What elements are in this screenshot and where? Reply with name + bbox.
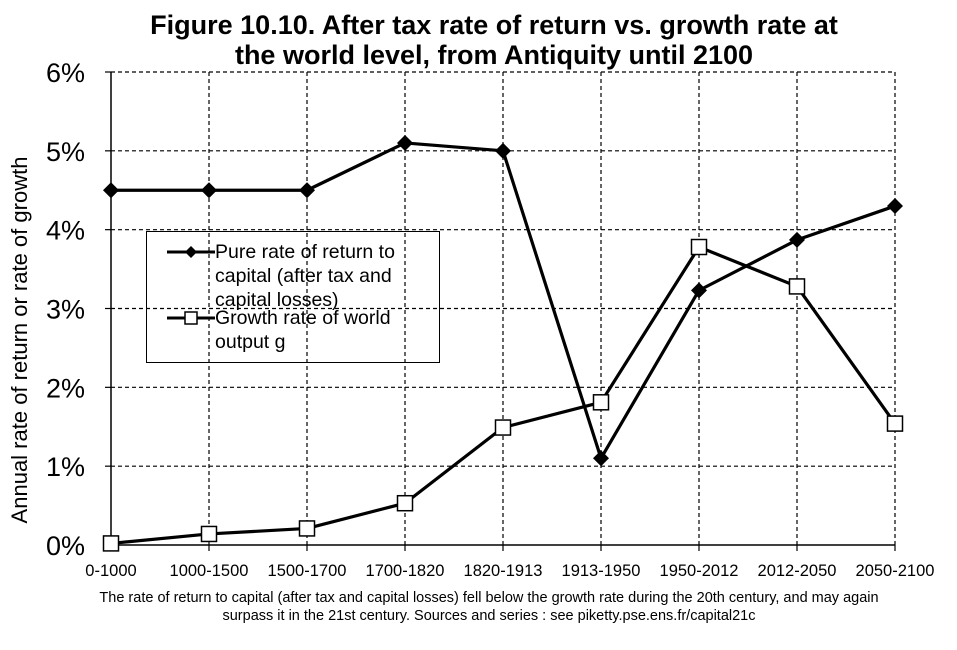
series-1-point-2 [299, 182, 315, 199]
legend-label-return-line-3: capital losses) [215, 289, 339, 311]
series-1-point-7 [789, 231, 805, 248]
y-tick-label-4: 4% [46, 216, 85, 246]
series-1-point-5 [593, 450, 609, 467]
figure-caption: The rate of return to capital (after tax… [99, 590, 879, 624]
series-1-point-4 [495, 142, 511, 159]
legend-label-return-line-2: capital (after tax and [215, 265, 392, 287]
x-tick-labels: 0-1000 1000-1500 1500-1700 1700-1820 1820-19… [85, 562, 934, 580]
x-tick-label-8: 2050-2100 [856, 562, 935, 580]
y-tick-label-1: 1% [46, 452, 85, 482]
y-tick-labels: 0% 1% 2% 3% 4% 5% 6% [46, 58, 85, 561]
data-series [102, 134, 904, 552]
series-1-point-6 [691, 282, 707, 299]
series-1-point-1 [201, 182, 217, 199]
chart-title-line-2: the world level, from Antiquity until 21… [234, 40, 754, 70]
x-tick-label-7: 2012-2050 [758, 562, 837, 580]
legend-label-return: Pure rate of return to capital (after ta… [215, 240, 425, 312]
legend-label-return-line-1: Pure rate of return to [215, 241, 395, 263]
grid-lines [111, 71, 896, 545]
legend-label-growth-line-2: output g [215, 331, 286, 353]
series-2-point-5 [592, 394, 610, 411]
series-2-point-7 [788, 278, 806, 295]
series-2 [102, 238, 904, 552]
y-tick-label-0: 0% [46, 531, 85, 561]
chart-title: Figure 10.10. After tax rate of return v… [60, 10, 928, 70]
series-2-point-8 [886, 415, 904, 432]
x-tick-label-1: 1000-1500 [170, 562, 249, 580]
legend-swatch-return [167, 246, 215, 258]
series-2-point-1 [200, 525, 218, 543]
series-2-point-2 [298, 520, 316, 537]
series-2-point-0 [102, 535, 120, 552]
series-1-point-3 [397, 134, 413, 151]
series-1-point-8 [887, 198, 903, 215]
legend-entry-growth: Growth rate of world output g [147, 306, 439, 378]
legend: Pure rate of return to capital (after ta… [146, 231, 440, 363]
y-tick-label-3: 3% [46, 295, 85, 325]
x-tick-label-6: 1950-2012 [660, 562, 739, 580]
y-tick-label-6: 6% [46, 58, 85, 88]
y-tick-label-2: 2% [46, 373, 85, 403]
x-tick-label-5: 1913-1950 [562, 562, 641, 580]
legend-label-growth: Growth rate of world output g [215, 306, 425, 354]
series-2-point-4 [494, 419, 512, 436]
y-tick-label-5: 5% [46, 137, 85, 167]
legend-swatch-growth [167, 311, 215, 325]
x-tick-label-3: 1700-1820 [366, 562, 445, 580]
series-1 [103, 134, 903, 467]
legend-entry-return: Pure rate of return to capital (after ta… [147, 240, 439, 312]
series-2-point-3 [396, 494, 414, 512]
x-tick-label-2: 1500-1700 [268, 562, 347, 580]
x-tick-label-4: 1820-1913 [464, 562, 543, 580]
series-1-point-0 [103, 182, 119, 199]
series-2-point-6 [690, 238, 708, 256]
legend-label-growth-line-1: Growth rate of world [215, 307, 391, 329]
x-tick-label-0: 0-1000 [85, 562, 136, 580]
chart-title-line-1: Figure 10.10. After tax rate of return v… [150, 10, 838, 40]
